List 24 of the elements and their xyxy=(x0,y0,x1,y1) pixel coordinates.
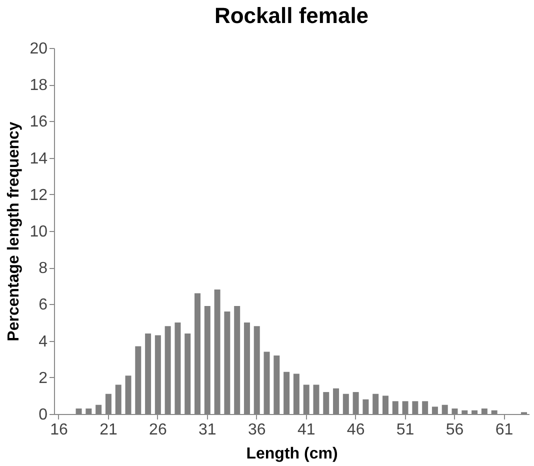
y-tick-label: 20 xyxy=(30,40,48,58)
y-axis-title: Percentage length frequency xyxy=(6,122,23,342)
x-axis-title: Length (cm) xyxy=(246,446,338,462)
x-tick-label: 56 xyxy=(446,422,464,438)
x-tick-label: 36 xyxy=(248,422,266,438)
x-tick-label: 31 xyxy=(198,422,216,438)
y-tick-label: 10 xyxy=(30,224,48,240)
x-tick-label: 46 xyxy=(346,422,365,438)
y-tick-label: 0 xyxy=(38,406,48,424)
y-tick-label: 12 xyxy=(30,186,48,204)
x-tick-label: 41 xyxy=(297,422,316,438)
x-tick-label: 61 xyxy=(495,422,514,438)
y-tick-label: 8 xyxy=(38,260,48,278)
y-tick-label: 16 xyxy=(30,114,48,131)
x-tick-label: 51 xyxy=(396,422,414,438)
y-tick-label: 2 xyxy=(38,370,48,387)
x-tick-label: 16 xyxy=(50,422,68,438)
y-tick-label: 18 xyxy=(30,77,48,94)
y-tick-label: 4 xyxy=(38,333,48,350)
chart-title: Rockall female xyxy=(214,3,369,28)
x-tick-label: 21 xyxy=(100,422,118,438)
y-tick-label: 6 xyxy=(38,296,48,314)
y-tick-label: 14 xyxy=(30,150,48,168)
x-tick-label: 26 xyxy=(149,422,167,438)
